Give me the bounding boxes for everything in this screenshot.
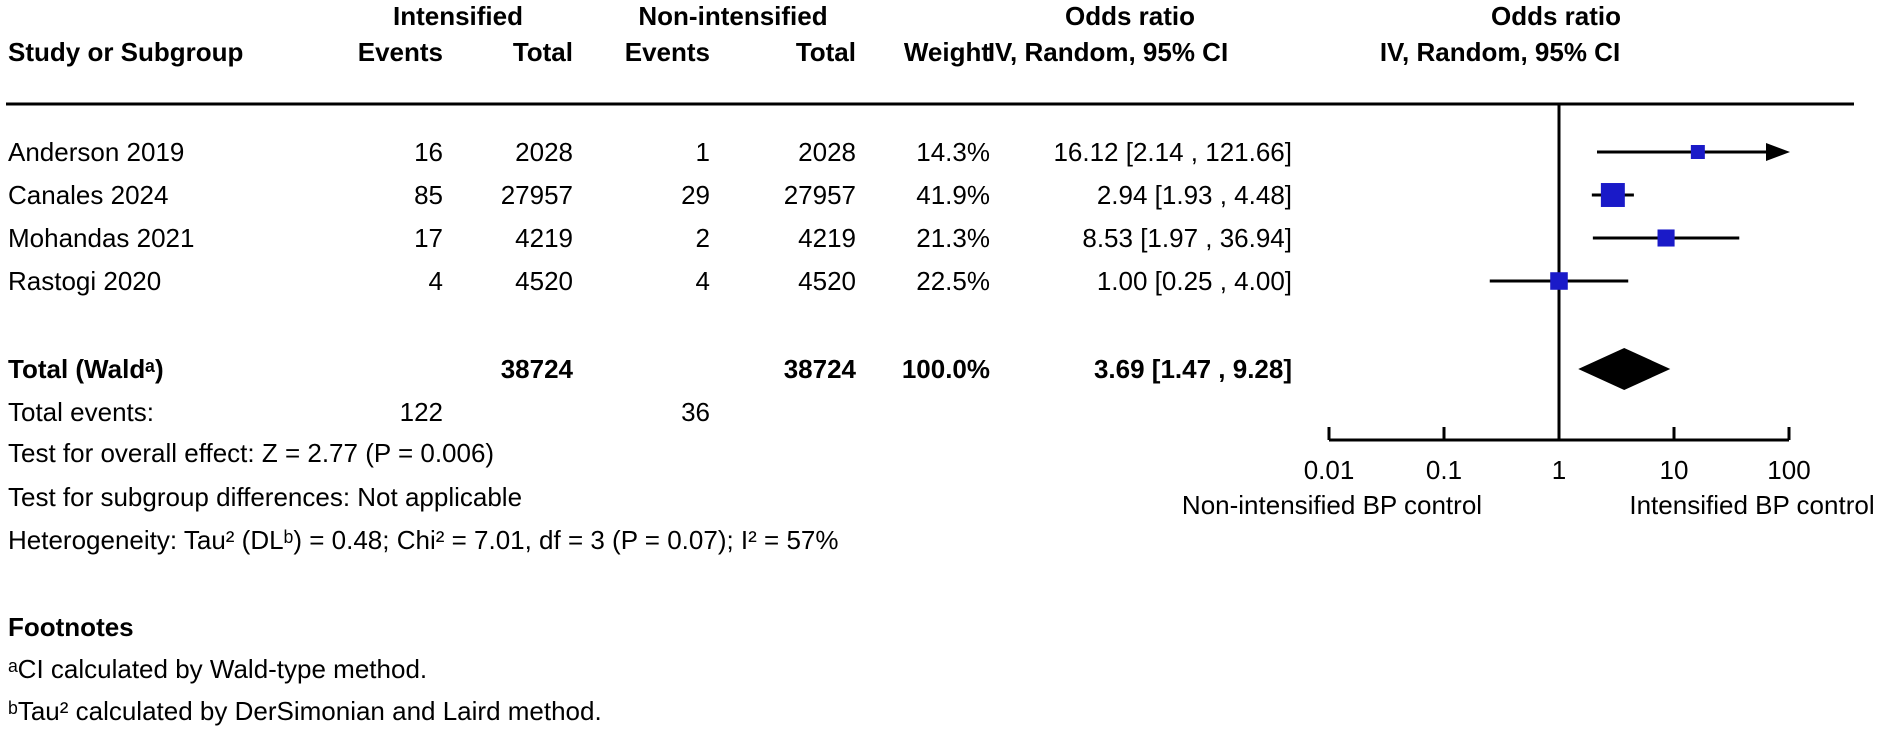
column-header-odds-ratio: Odds ratio — [1064, 1, 1195, 31]
or-ci-value: 1.00 [0.25 , 4.00] — [1096, 266, 1292, 296]
footnote-a: ᵃCI calculated by Wald-type method. — [8, 654, 428, 684]
total-intensified: 2028 — [515, 137, 573, 167]
total-events-label: Total events: — [8, 397, 154, 427]
overall-effect-test: Test for overall effect: Z = 2.77 (P = 0… — [8, 438, 495, 468]
study-label: Anderson 2019 — [8, 137, 185, 167]
events-control: 4 — [695, 266, 710, 296]
total-or-ci: 3.69 [1.47 , 9.28] — [1093, 354, 1292, 384]
column-group-non-intensified: Non-intensified — [638, 1, 828, 31]
total-intensified: 4219 — [515, 223, 573, 253]
events-intensified: 4 — [428, 266, 443, 296]
events-intensified: 17 — [414, 223, 443, 253]
column-header-study: Study or Subgroup — [8, 37, 244, 67]
column-header-weight: Weight — [903, 37, 990, 67]
axis-tick-label: 10 — [1659, 455, 1689, 485]
column-header-events-intensified: Events — [357, 37, 443, 67]
total-intensified: 27957 — [500, 180, 573, 210]
total-n-intensified: 38724 — [500, 354, 573, 384]
total-control: 4219 — [798, 223, 856, 253]
axis-tick-label: 1 — [1551, 455, 1567, 485]
or-ci-value: 16.12 [2.14 , 121.66] — [1053, 137, 1292, 167]
total-label: Total (Waldᵃ) — [8, 354, 164, 384]
or-point-marker — [1600, 183, 1625, 207]
column-header-events-control: Events — [624, 37, 710, 67]
weight-value: 21.3% — [916, 223, 990, 253]
total-intensified: 4520 — [515, 266, 573, 296]
summary-diamond — [1578, 348, 1671, 390]
study-label: Rastogi 2020 — [8, 266, 162, 296]
axis-label-right: Intensified BP control — [1629, 490, 1875, 520]
events-control: 2 — [695, 223, 710, 253]
or-point-marker — [1657, 229, 1675, 247]
events-intensified: 85 — [414, 180, 443, 210]
total-control: 27957 — [783, 180, 856, 210]
axis-label-left: Non-intensified BP control — [1181, 490, 1483, 520]
ci-arrow-right — [1766, 143, 1790, 161]
total-events-intensified: 122 — [399, 397, 443, 427]
or-ci-value: 2.94 [1.93 , 4.48] — [1096, 180, 1292, 210]
heterogeneity-stats: Heterogeneity: Tau² (DLᵇ) = 0.48; Chi² =… — [8, 525, 839, 555]
study-label: Mohandas 2021 — [8, 223, 195, 253]
total-weight: 100.0% — [901, 354, 990, 384]
total-events-control: 36 — [681, 397, 710, 427]
subgroup-test: Test for subgroup differences: Not appli… — [8, 482, 523, 512]
events-control: 1 — [695, 137, 710, 167]
footnote-b: ᵇTau² calculated by DerSimonian and Lair… — [8, 696, 602, 726]
total-control: 4520 — [798, 266, 856, 296]
weight-value: 22.5% — [916, 266, 990, 296]
footnotes-title: Footnotes — [8, 612, 134, 642]
column-header-ci: IV, Random, 95% CI — [987, 37, 1229, 67]
or-point-marker — [1690, 145, 1705, 159]
column-header-total-control: Total — [795, 37, 856, 67]
events-intensified: 16 — [414, 137, 443, 167]
axis-tick-label: 100 — [1767, 455, 1811, 485]
or-ci-value: 8.53 [1.97 , 36.94] — [1082, 223, 1292, 253]
weight-value: 41.9% — [916, 180, 990, 210]
events-control: 29 — [681, 180, 710, 210]
study-label: Canales 2024 — [8, 180, 169, 210]
or-point-marker — [1550, 272, 1568, 290]
plot-header-odds-ratio: Odds ratio — [1490, 1, 1621, 31]
column-group-intensified: Intensified — [392, 1, 523, 31]
weight-value: 14.3% — [916, 137, 990, 167]
total-n-control: 38724 — [783, 354, 856, 384]
plot-header-ci: IV, Random, 95% CI — [1379, 37, 1621, 67]
axis-tick-label: 0.01 — [1303, 455, 1355, 485]
total-control: 2028 — [798, 137, 856, 167]
axis-tick-label: 0.1 — [1425, 455, 1463, 485]
column-header-total-intensified: Total — [512, 37, 573, 67]
